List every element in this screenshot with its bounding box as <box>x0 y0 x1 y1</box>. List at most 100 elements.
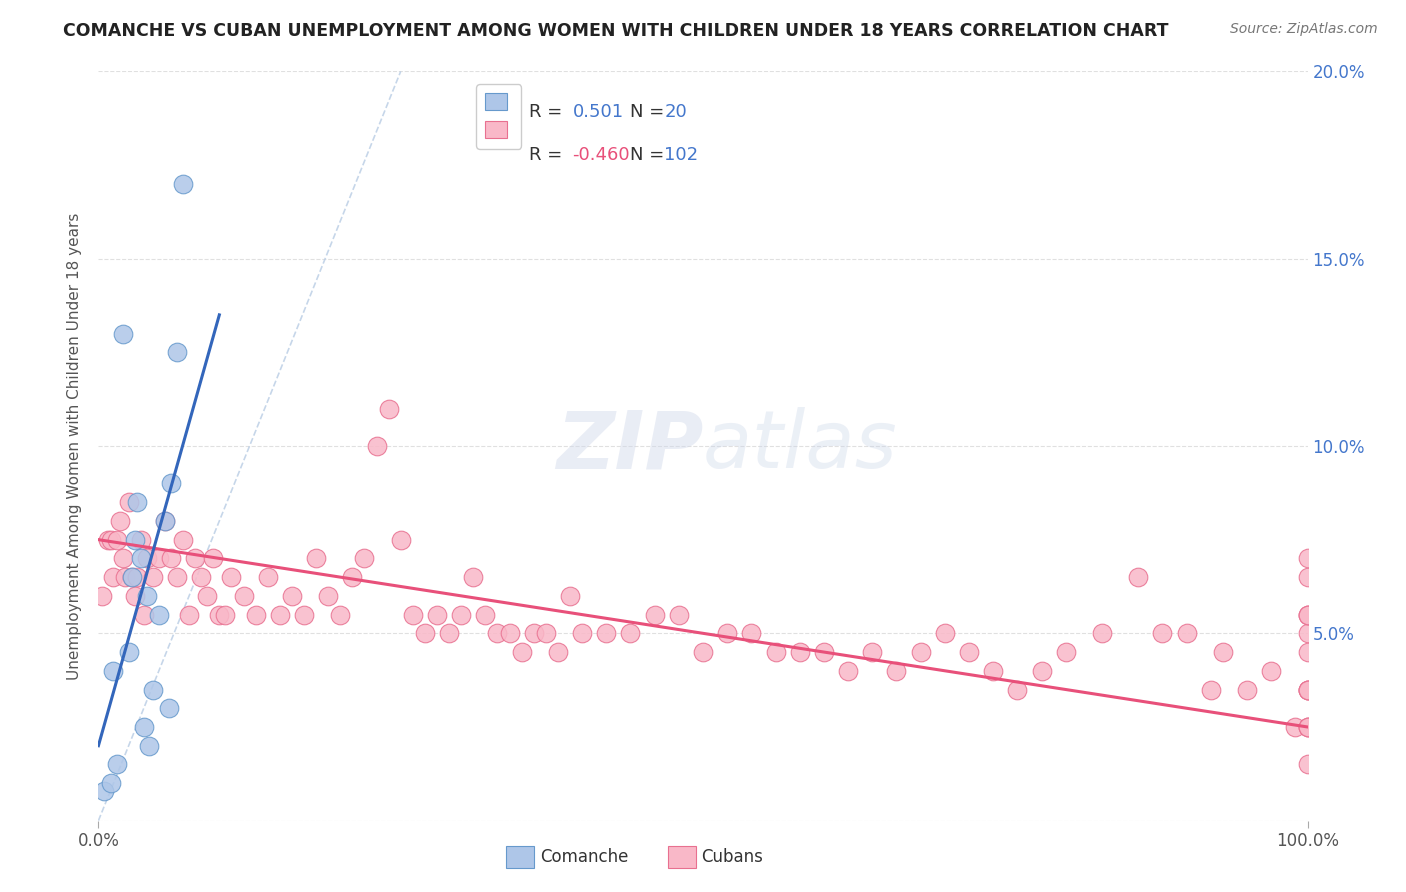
Point <box>97 533 120 547</box>
Point <box>172 177 194 191</box>
Point <box>172 533 194 547</box>
Point <box>1296 570 1319 584</box>
Point <box>957 645 980 659</box>
Text: atlas: atlas <box>703 407 898 485</box>
Point <box>160 551 183 566</box>
Point <box>245 607 267 622</box>
Point <box>619 626 641 640</box>
Point <box>135 551 157 566</box>
Point <box>166 570 188 584</box>
Point <box>269 607 291 622</box>
Point <box>1284 720 1306 734</box>
Point <box>523 626 546 640</box>
Point <box>184 551 207 566</box>
Point <box>981 664 1004 678</box>
Point <box>101 570 124 584</box>
Point <box>1296 720 1319 734</box>
Text: -0.460: -0.460 <box>572 146 630 164</box>
Point <box>1007 682 1029 697</box>
Point <box>886 664 908 678</box>
Point <box>558 589 581 603</box>
Point <box>910 645 932 659</box>
Point <box>111 326 134 341</box>
Point <box>129 533 152 547</box>
Point <box>305 551 328 566</box>
Point <box>232 589 254 603</box>
Point <box>1296 682 1319 697</box>
Point <box>256 570 278 584</box>
Point <box>377 401 399 416</box>
Point <box>1031 664 1053 678</box>
Point <box>402 607 425 622</box>
Point <box>1296 720 1319 734</box>
Point <box>426 607 449 622</box>
Point <box>1296 607 1319 622</box>
Point <box>166 345 188 359</box>
Text: 20: 20 <box>664 103 688 120</box>
Point <box>1296 682 1319 697</box>
Point <box>437 626 460 640</box>
Point <box>1091 626 1114 640</box>
Point <box>837 664 859 678</box>
Point <box>118 495 141 509</box>
Point <box>134 720 156 734</box>
Point <box>1296 607 1319 622</box>
Point <box>1296 682 1319 697</box>
Point <box>118 645 141 659</box>
Point <box>127 570 149 584</box>
Point <box>510 645 533 659</box>
Point <box>1296 607 1319 622</box>
Point <box>716 626 738 640</box>
Point <box>316 589 339 603</box>
Point <box>153 514 176 528</box>
Text: COMANCHE VS CUBAN UNEMPLOYMENT AMONG WOMEN WITH CHILDREN UNDER 18 YEARS CORRELAT: COMANCHE VS CUBAN UNEMPLOYMENT AMONG WOM… <box>63 22 1168 40</box>
Point <box>124 589 146 603</box>
Point <box>329 607 352 622</box>
Point <box>813 645 835 659</box>
Point <box>1054 645 1077 659</box>
Point <box>1260 664 1282 678</box>
Point <box>138 739 160 753</box>
Point <box>1296 645 1319 659</box>
Point <box>644 607 666 622</box>
Point <box>101 664 124 678</box>
Point <box>1212 645 1234 659</box>
Point <box>1128 570 1150 584</box>
Point <box>1199 682 1222 697</box>
Point <box>124 533 146 547</box>
Point <box>142 682 165 697</box>
Point <box>121 570 143 584</box>
Point <box>1175 626 1198 640</box>
Point <box>765 645 787 659</box>
Point <box>202 551 225 566</box>
Point <box>91 589 114 603</box>
Text: N =: N = <box>630 146 665 164</box>
Point <box>114 570 136 584</box>
Point <box>668 607 690 622</box>
Legend: , : , <box>477 84 522 149</box>
Point <box>1236 682 1258 697</box>
Text: 0.501: 0.501 <box>572 103 623 120</box>
Point <box>547 645 569 659</box>
Point <box>934 626 956 640</box>
Text: ZIP: ZIP <box>555 407 703 485</box>
Point <box>179 607 201 622</box>
Point <box>534 626 557 640</box>
Point <box>221 570 243 584</box>
Point <box>292 607 315 622</box>
Point <box>740 626 762 640</box>
Point <box>111 551 134 566</box>
Point <box>1296 682 1319 697</box>
Point <box>148 607 170 622</box>
Text: Comanche: Comanche <box>540 848 628 866</box>
Text: R =: R = <box>529 103 562 120</box>
Point <box>498 626 520 640</box>
Point <box>1296 720 1319 734</box>
Point <box>160 476 183 491</box>
Point <box>474 607 496 622</box>
Point <box>450 607 472 622</box>
Text: 102: 102 <box>664 146 699 164</box>
Point <box>860 645 883 659</box>
Point <box>214 607 236 622</box>
Point <box>93 783 115 797</box>
